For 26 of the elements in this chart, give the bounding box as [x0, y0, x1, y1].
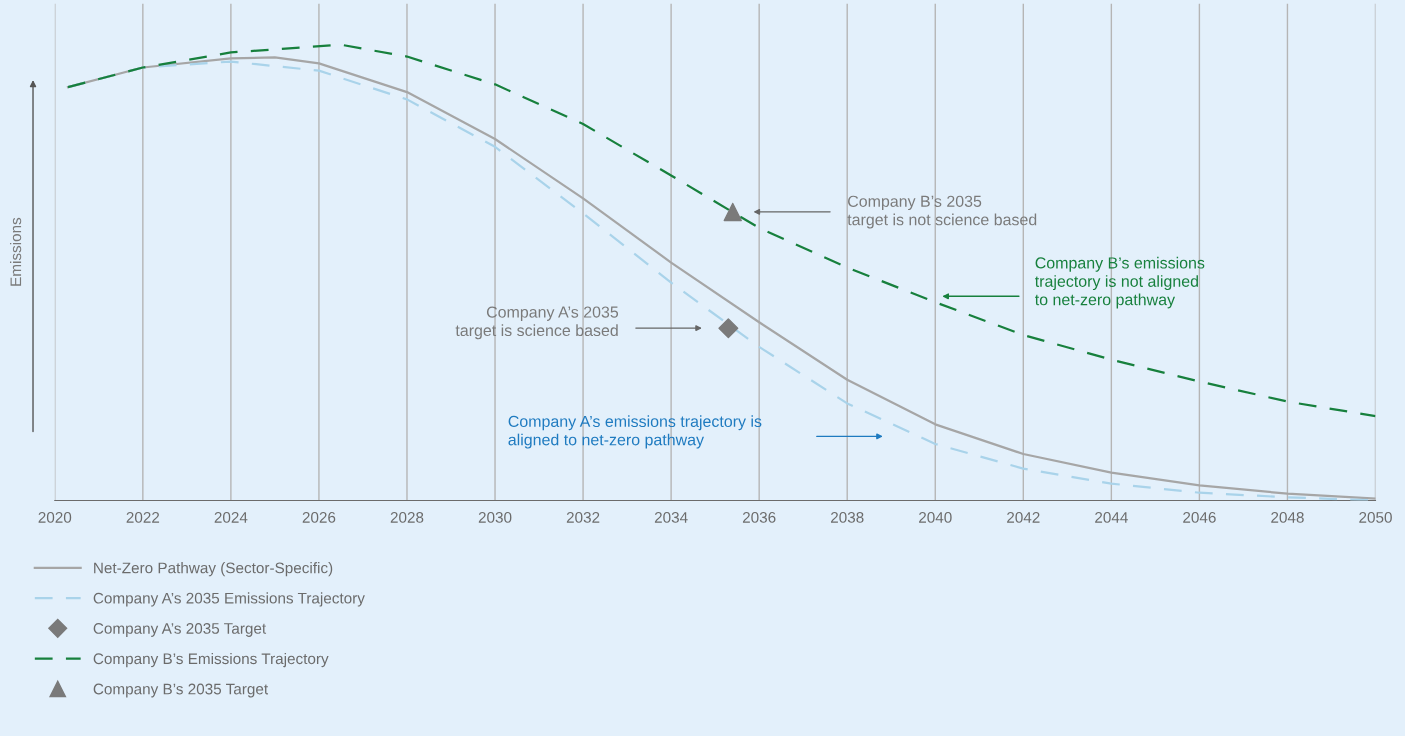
x-tick-label: 2044 — [1095, 511, 1128, 523]
annotation: Company B’s emissions trajectory is not aligned to net-zero pathway — [1035, 256, 1205, 309]
annotation: Company B’s 2035 target is not science based — [847, 195, 1037, 229]
x-tick-label: 2028 — [390, 511, 424, 523]
x-tick-label: 2038 — [830, 511, 864, 523]
x-tick-label: 2020 — [38, 511, 72, 523]
x-tick-label: 2026 — [302, 511, 336, 523]
x-tick-label: 2050 — [1359, 511, 1392, 523]
x-tick-label: 2040 — [919, 511, 952, 523]
x-tick-label: 2024 — [214, 511, 248, 523]
annotation: Company A’s 2035 target is science based — [455, 306, 619, 340]
x-tick-label: 2032 — [566, 511, 600, 523]
x-tick-label: 2030 — [478, 511, 512, 523]
x-tick-label: 2042 — [1007, 511, 1040, 523]
y-axis-title: Emissions — [10, 217, 22, 286]
legend-label: Net-Zero Pathway (Sector-Specific) — [94, 562, 333, 577]
x-tick-label: 2034 — [654, 511, 688, 523]
legend-label: Company B’s 2035 Target — [93, 683, 269, 698]
x-tick-label: 2048 — [1271, 511, 1304, 523]
legend-label: Company A’s 2035 Target — [93, 623, 267, 637]
x-tick-label: 2022 — [126, 511, 160, 523]
legend-label: Company A’s 2035 Emissions Trajectory — [93, 592, 365, 607]
x-tick-label: 2046 — [1183, 511, 1216, 523]
x-tick-label: 2036 — [742, 511, 776, 523]
legend-label: Company B’s Emissions Trajectory — [93, 652, 329, 668]
annotation: Company A’s emissions trajectory is aligned to net-zero pathway — [508, 415, 762, 449]
